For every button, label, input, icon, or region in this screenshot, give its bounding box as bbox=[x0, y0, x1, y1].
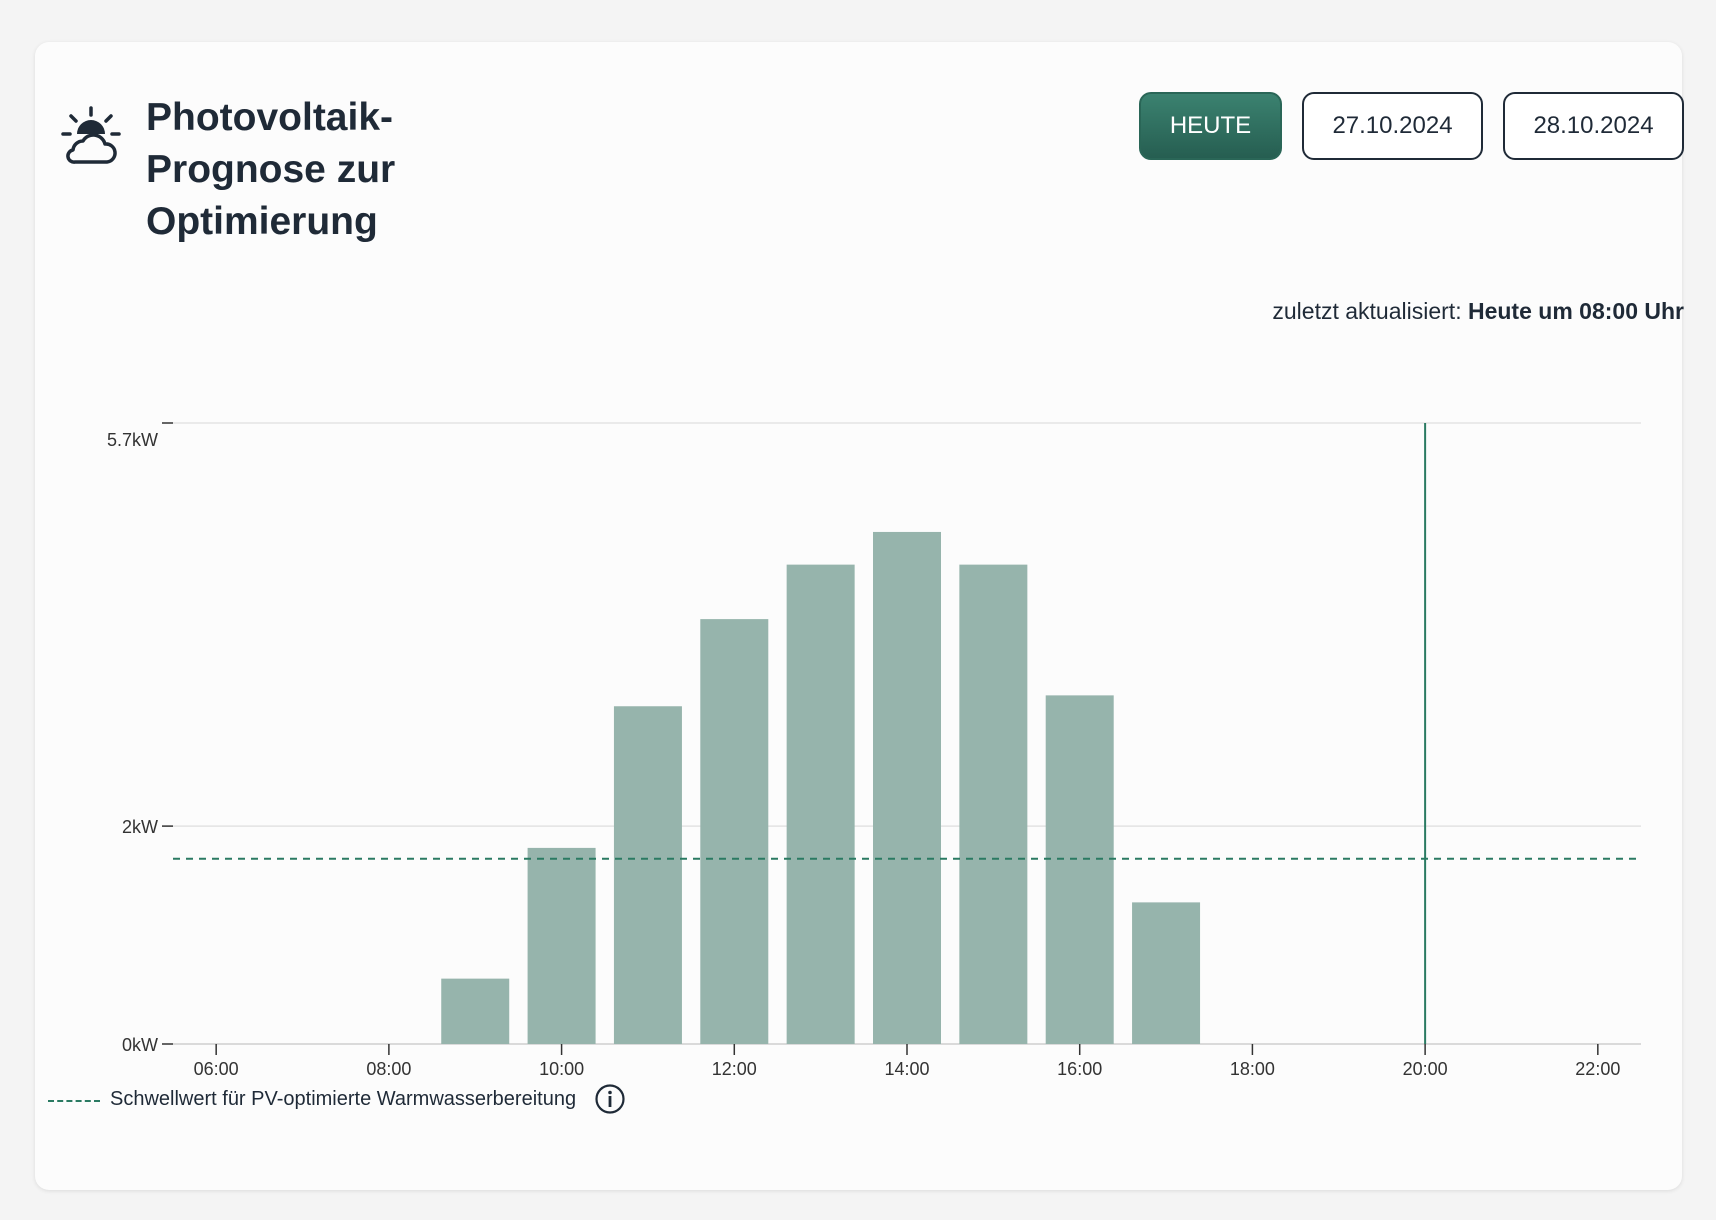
bar bbox=[873, 531, 941, 1044]
bar bbox=[441, 978, 510, 1044]
last-updated-label: zuletzt aktualisiert: bbox=[1272, 298, 1462, 324]
date-button-28-10-2024[interactable]: 28.10.2024 bbox=[1503, 92, 1684, 160]
today-button[interactable]: HEUTE bbox=[1139, 92, 1282, 160]
chart-legend: Schwellwert für PV-optimierte Warmwasser… bbox=[48, 1083, 626, 1115]
threshold-legend-label: Schwellwert für PV-optimierte Warmwasser… bbox=[110, 1087, 577, 1110]
bar bbox=[786, 564, 855, 1044]
y-tick-label: 0kW bbox=[122, 1035, 158, 1055]
bar bbox=[613, 706, 682, 1044]
date-button-27-10-2024[interactable]: 27.10.2024 bbox=[1302, 92, 1483, 160]
pv-forecast-card bbox=[35, 42, 1682, 1190]
bar bbox=[1132, 902, 1201, 1044]
last-updated: zuletzt aktualisiert: Heute um 08:00 Uhr bbox=[1272, 298, 1684, 325]
x-tick-label: 16:00 bbox=[1057, 1059, 1102, 1079]
x-tick-label: 14:00 bbox=[884, 1059, 929, 1079]
last-updated-value: Heute um 08:00 Uhr bbox=[1467, 298, 1684, 324]
y-tick-label: 2kW bbox=[122, 817, 158, 837]
x-tick-label: 22:00 bbox=[1575, 1059, 1620, 1079]
bar bbox=[527, 847, 596, 1044]
info-icon[interactable] bbox=[594, 1083, 626, 1115]
bar bbox=[959, 564, 1028, 1044]
threshold-legend-swatch bbox=[48, 1100, 100, 1102]
date-selector: HEUTE 27.10.2024 28.10.2024 bbox=[1139, 92, 1684, 160]
x-tick-label: 06:00 bbox=[194, 1059, 239, 1079]
sun-cloud-icon bbox=[61, 106, 121, 164]
x-tick-label: 12:00 bbox=[712, 1059, 757, 1079]
x-tick-label: 08:00 bbox=[366, 1059, 411, 1079]
page-title: Photovoltaik-Prognose zur Optimierung bbox=[146, 96, 396, 243]
bar bbox=[1045, 695, 1114, 1044]
y-tick-label: 5.7kW bbox=[107, 430, 158, 450]
x-tick-label: 20:00 bbox=[1403, 1059, 1448, 1079]
x-tick-label: 10:00 bbox=[539, 1059, 584, 1079]
bar bbox=[700, 619, 769, 1044]
x-tick-label: 18:00 bbox=[1230, 1059, 1275, 1079]
